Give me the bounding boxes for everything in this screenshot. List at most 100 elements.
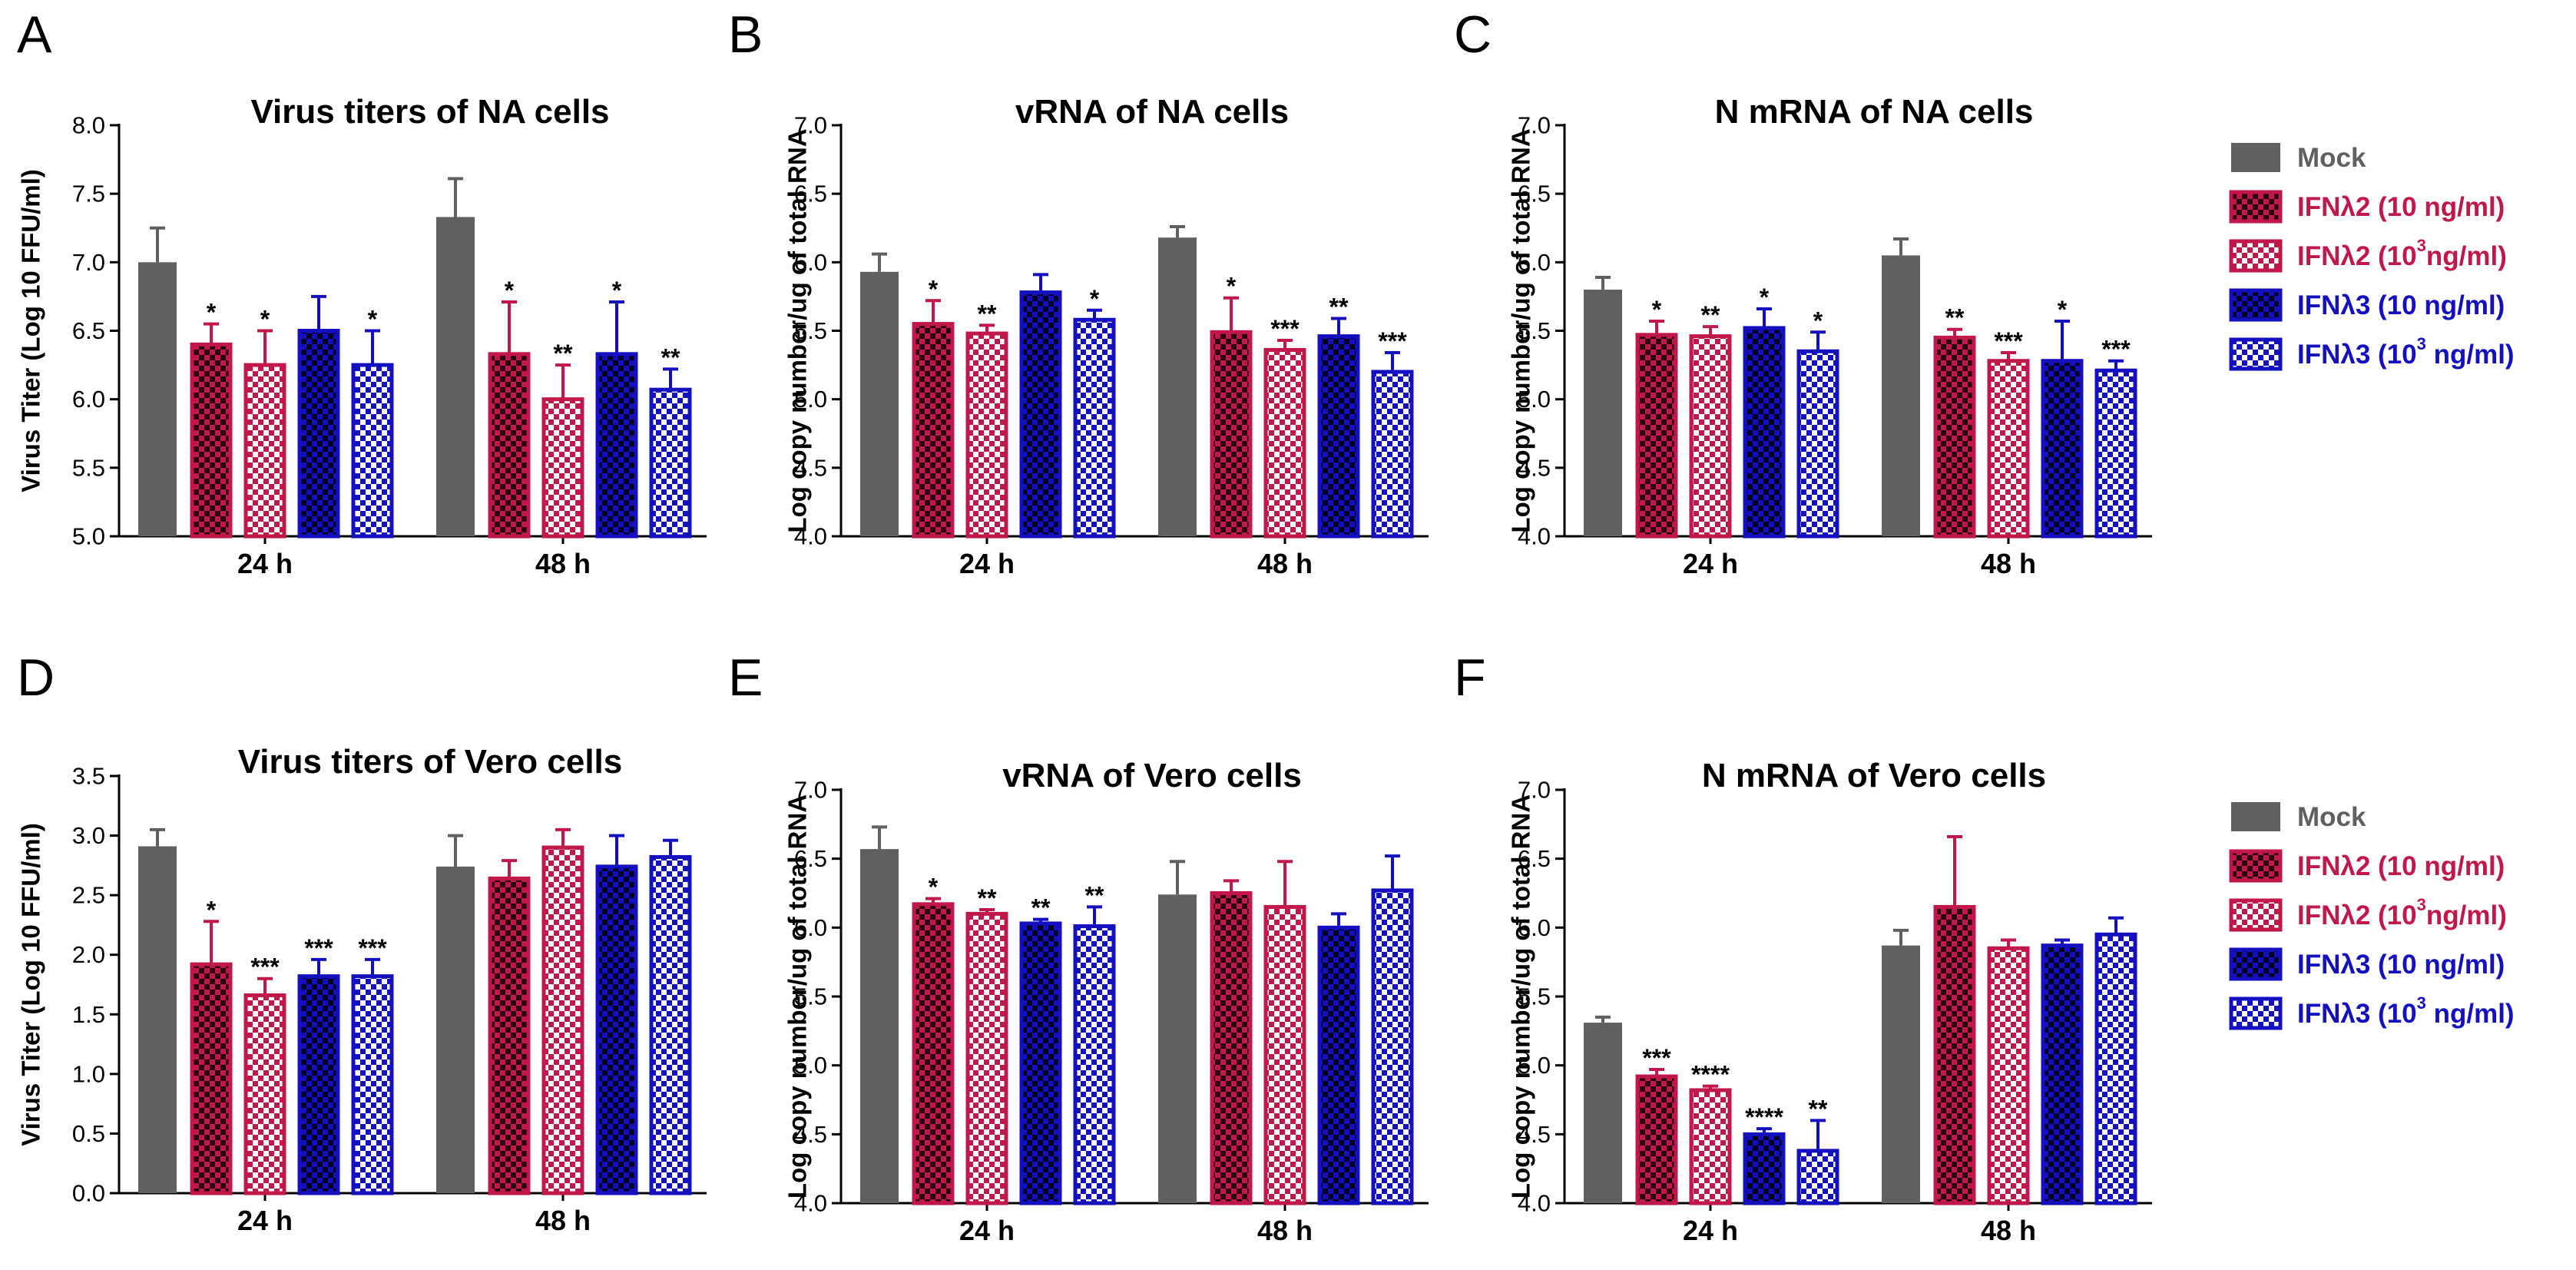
chart-panel-d: D Virus titers of Vero cells Virus Titer (… [17,648,707,1236]
legend-label: IFNλ2 (103ng/ml) [2297,236,2507,271]
legend-swatch [2229,239,2283,273]
significance-label: * [612,277,622,304]
legend-swatch [2229,288,2283,322]
chart-title: N mRNA of Vero cells [1702,757,2046,794]
y-tick-label: 5.0 [72,523,105,550]
significance-label: * [1227,273,1237,300]
chart-title: Virus titers of Vero cells [238,743,623,781]
y-tick-label: 7.0 [1518,777,1551,804]
legend-label: IFNλ3 (10 ng/ml) [2297,290,2505,320]
bar [860,271,899,536]
y-axis-label: Virus Titer (Log 10 FFU/ml) [17,169,45,492]
bar [1743,326,1786,539]
legend-swatch [2229,337,2283,371]
panel-label: B [728,5,763,64]
significance-label: ** [661,343,680,371]
bar [190,342,233,539]
y-tick-label: 4.5 [794,454,827,481]
legend-bottom: Mock IFNλ2 (10 ng/ml) IFNλ2 (103ng/ml) IFNλ… [2229,802,2515,1030]
significance-label: * [207,896,217,923]
y-tick-label: 0.0 [72,1180,105,1207]
bar [1584,290,1622,536]
bar [912,902,955,1205]
y-tick-label: 4.5 [794,1121,827,1148]
bar [351,363,394,539]
significance-label: *** [1994,327,2023,355]
bar [1317,334,1360,539]
x-tick-label: 24 h [1683,1215,1738,1246]
bar [1371,370,1414,539]
y-tick-label: 6.0 [794,914,827,941]
bar [436,866,475,1193]
y-tick-label: 6.0 [1518,249,1551,276]
bar [243,993,286,1195]
chart-panel-a: A Virus titers of NA cells Virus Titer (Lo… [17,5,707,579]
bar [2041,359,2084,539]
significance-label: **** [1745,1103,1783,1131]
bar [138,846,177,1193]
bar [649,854,692,1195]
x-tick-label: 48 h [1257,548,1313,579]
y-tick-label: 3.5 [72,763,105,790]
y-tick-label: 6.5 [1518,181,1551,207]
y-tick-label: 5.0 [794,386,827,413]
y-tick-label: 4.5 [1518,454,1551,481]
significance-label: *** [304,934,333,962]
y-tick-label: 8.0 [72,112,105,139]
bar [541,397,584,539]
y-tick-label: 5.0 [794,1052,827,1079]
significance-label: *** [358,934,387,962]
bar [1882,945,1920,1203]
significance-label: * [2058,296,2068,323]
bar [860,849,899,1203]
y-tick-label: 5.0 [1518,1052,1551,1079]
charts-layer: A Virus titers of NA cells Virus Titer (Lo… [17,5,2152,1246]
bar [1371,888,1414,1205]
bar [2094,368,2137,539]
y-axis-label: Log copy number/ug of total RNA [1507,128,1535,532]
y-tick-label: 7.0 [794,112,827,139]
bar [1317,925,1360,1205]
legend-label: IFNλ3 (103 ng/ml) [2297,334,2515,370]
bar [1073,317,1116,539]
bar [1158,237,1197,536]
significance-label: ** [1085,881,1104,909]
legend-label: IFNλ2 (10 ng/ml) [2297,851,2505,881]
y-tick-label: 4.0 [1518,1190,1551,1217]
y-tick-label: 7.0 [794,777,827,804]
y-tick-label: 4.0 [1518,523,1551,550]
chart-title: Virus titers of NA cells [250,93,609,131]
bar [488,352,531,539]
bar [1796,349,1839,539]
y-tick-label: 6.0 [72,386,105,413]
significance-label: * [1090,285,1100,313]
bar [1073,924,1116,1205]
bar [1210,891,1253,1205]
significance-label: ** [1031,894,1051,922]
y-tick-label: 6.5 [72,317,105,344]
significance-label: * [929,874,939,901]
x-tick-label: 24 h [959,1215,1015,1246]
bar [243,363,286,539]
y-tick-label: 6.5 [794,845,827,872]
y-tick-label: 4.0 [794,523,827,550]
y-tick-label: 0.5 [72,1120,105,1147]
bar [1796,1149,1839,1205]
legend-label: Mock [2297,802,2366,832]
bar [1263,904,1306,1205]
y-tick-label: 5.5 [794,317,827,344]
legend-swatch [2229,849,2283,883]
significance-label: *** [2101,336,2131,363]
significance-label: ** [1809,1095,1828,1122]
x-tick-label: 24 h [237,1205,293,1236]
bar [1019,921,1062,1205]
bar [138,262,177,536]
bar [488,876,531,1195]
y-tick-label: 2.5 [72,882,105,909]
y-tick-label: 6.0 [1518,914,1551,941]
bar [649,387,692,539]
y-tick-label: 4.0 [794,1190,827,1217]
